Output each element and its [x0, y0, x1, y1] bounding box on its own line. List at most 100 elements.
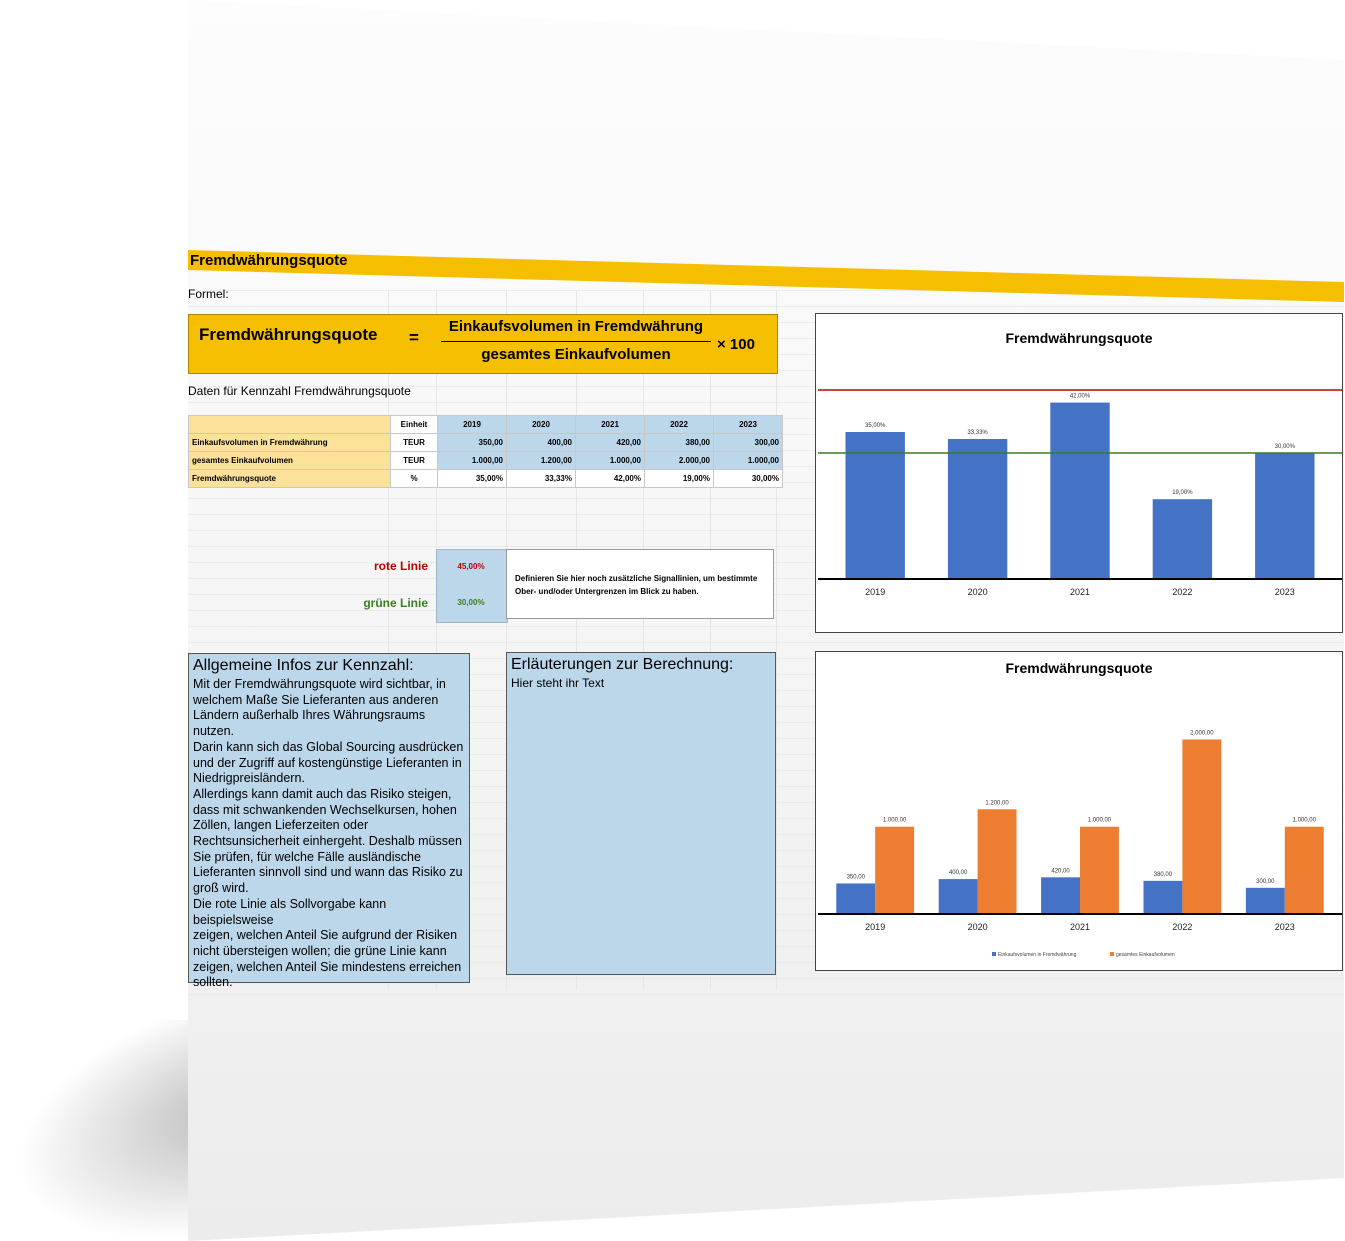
percent-cell[interactable]: 42,00% — [575, 469, 645, 488]
info-line: Die rote Linie als Sollvorgabe kann beis… — [193, 896, 387, 927]
unit-header-cell[interactable]: Einheit — [390, 415, 438, 434]
value-cell[interactable]: 2.000,00 — [644, 451, 714, 470]
percent-cell[interactable]: 30,00% — [713, 469, 783, 488]
unit-cell[interactable]: TEUR — [390, 451, 438, 470]
grid-line — [710, 290, 711, 990]
data-label: 420,00 — [1051, 868, 1070, 874]
bar — [1041, 877, 1080, 914]
info-line: Mit der Fremdwährungsquote wird sichtbar… — [193, 677, 446, 691]
explanation-textbox[interactable]: Erläuterungen zur Berechnung: Hier steht… — [506, 652, 776, 975]
chart-title: Fremdwährungsquote — [1005, 330, 1153, 346]
data-label: 33,33% — [967, 430, 988, 436]
value-cell[interactable]: 420,00 — [575, 433, 645, 452]
year-header-cell[interactable]: 2021 — [575, 415, 645, 434]
info-line: Zöllen, langen Lieferzeiten oder — [193, 818, 369, 833]
info-line: sollten. — [193, 975, 233, 990]
volume-chart[interactable]: Fremdwährungsquote 350,00 1.000,00 2019 400… — [815, 651, 1343, 971]
percent-cell[interactable]: 35,00% — [437, 469, 507, 488]
green-line-value-cell[interactable]: 30,00% — [457, 598, 485, 607]
value-cell[interactable]: 1.000,00 — [713, 451, 783, 470]
x-tick-label: 2019 — [865, 587, 885, 597]
value-cell[interactable]: 1.000,00 — [575, 451, 645, 470]
data-label: 42,00% — [1070, 394, 1091, 400]
x-tick-label: 2021 — [1070, 587, 1090, 597]
info-line: und der Zugriff auf kostengünstige Liefe… — [193, 755, 462, 770]
value-cell[interactable]: 380,00 — [644, 433, 714, 452]
data-label: 30,00% — [1275, 444, 1296, 450]
bar — [1284, 826, 1324, 914]
grid-line — [506, 290, 507, 990]
table-row: gesamtes Einkaufvolumen TEUR 1.000,00 1.… — [188, 451, 783, 470]
quote-chart[interactable]: Fremdwährungsquote 35,00% 2019 33,33% 2020 4… — [815, 313, 1343, 633]
bar — [1255, 453, 1315, 579]
data-label: 19,00% — [1172, 490, 1193, 496]
info-line: groß wird. — [193, 881, 249, 896]
formula-numerator: Einkaufsvolumen in Fremdwährung — [448, 318, 704, 335]
value-cell[interactable]: 350,00 — [437, 433, 507, 452]
value-cell[interactable]: 400,00 — [506, 433, 576, 452]
unit-cell[interactable]: % — [390, 469, 438, 488]
chart-title: Fremdwährungsquote — [1005, 660, 1153, 676]
bar — [1182, 739, 1222, 914]
data-label: 380,00 — [1154, 872, 1173, 878]
data-label: 2.000,00 — [1190, 730, 1214, 736]
bar — [1050, 402, 1110, 579]
data-label: 1.200,00 — [985, 800, 1009, 806]
x-tick-label: 2020 — [968, 587, 988, 597]
percent-cell[interactable]: 33,33% — [506, 469, 576, 488]
formula-label: Formel: — [188, 287, 229, 301]
page-title: Fremdwährungsquote — [190, 252, 348, 269]
x-tick-label: 2020 — [968, 922, 988, 932]
info-title: Allgemeine Infos zur Kennzahl: — [193, 657, 414, 674]
bar — [875, 826, 915, 914]
legend-swatch — [1110, 952, 1114, 956]
value-cell[interactable]: 300,00 — [713, 433, 783, 452]
x-tick-label: 2022 — [1172, 587, 1192, 597]
row-label-cell[interactable]: Einkaufsvolumen in Fremdwährung — [188, 433, 391, 452]
signal-input-box — [436, 549, 508, 623]
red-line-value-cell[interactable]: 45,00% — [457, 562, 485, 571]
info-line: welchem Maße Sie Lieferanten aus anderen — [193, 692, 439, 707]
row-label-cell[interactable]: gesamtes Einkaufvolumen — [188, 451, 391, 470]
data-label: 35,00% — [865, 423, 886, 429]
formula-box: Fremdwährungsquote = Einkaufsvolumen in … — [188, 314, 778, 374]
year-header-cell[interactable]: 2020 — [506, 415, 576, 434]
x-tick-label: 2022 — [1172, 922, 1192, 932]
row-label-cell[interactable]: Fremdwährungsquote — [188, 469, 391, 488]
info-line: dass mit schwankenden Wechselkursen, hoh… — [193, 802, 457, 817]
formula-denominator: gesamtes Einkaufvolumen — [481, 346, 671, 363]
bar — [845, 432, 905, 579]
percent-cell[interactable]: 19,00% — [644, 469, 714, 488]
data-section-title: Daten für Kennzahl Fremdwährungsquote — [188, 384, 411, 398]
bar — [1245, 887, 1285, 914]
info-textbox[interactable]: Allgemeine Infos zur Kennzahl: Mit der F… — [188, 653, 470, 989]
year-header-cell[interactable]: 2022 — [644, 415, 714, 434]
signal-note: Definieren Sie hier noch zusätzliche Sig… — [506, 549, 774, 619]
table-row: Fremdwährungsquote % 35,00% 33,33% 42,00… — [188, 469, 783, 488]
grid-line — [388, 290, 389, 990]
year-header-cell[interactable]: 2019 — [437, 415, 507, 434]
bar — [938, 879, 978, 914]
info-line: Sie prüfen, für welche Fälle ausländisch… — [193, 849, 421, 864]
formula-equals: = — [409, 328, 419, 347]
explanation-title: Erläuterungen zur Berechnung: — [511, 656, 734, 673]
info-line: Niedrigpreisländern. — [193, 771, 305, 786]
value-cell[interactable]: 1.200,00 — [506, 451, 576, 470]
bar — [836, 883, 876, 914]
header-blank-cell[interactable] — [188, 415, 391, 434]
volume-chart-plot: 350,00 1.000,00 2019 400,00 1.200,00 2020 420,… — [818, 730, 1342, 958]
year-header-cell[interactable]: 2023 — [713, 415, 783, 434]
data-table: Einheit 2019 2020 2021 2022 2023 Einkauf… — [188, 415, 783, 488]
data-label: 300,00 — [1256, 879, 1275, 885]
quote-chart-plot: 35,00% 2019 33,33% 2020 42,00% 2021 19,00% 2022… — [818, 389, 1342, 597]
red-line-label: rote Linie — [373, 559, 428, 573]
grid-line — [436, 290, 437, 990]
unit-cell[interactable]: TEUR — [390, 433, 438, 452]
table-row: Einkaufsvolumen in Fremdwährung TEUR 350… — [188, 433, 783, 452]
value-cell[interactable]: 1.000,00 — [437, 451, 507, 470]
grid-line — [643, 290, 644, 990]
data-label: 1.000,00 — [1088, 818, 1112, 824]
data-label: 1.000,00 — [883, 818, 907, 824]
bar — [1143, 880, 1183, 914]
info-text: Mit der Fremdwährungsquote wird sichtbar… — [193, 677, 465, 991]
